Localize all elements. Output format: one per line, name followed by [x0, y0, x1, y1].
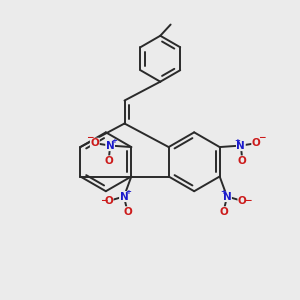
- Text: N: N: [223, 191, 231, 202]
- Text: O: O: [238, 196, 247, 206]
- Text: −: −: [100, 196, 107, 206]
- Text: N: N: [106, 141, 115, 151]
- Text: O: O: [90, 138, 99, 148]
- Text: O: O: [252, 138, 261, 148]
- Text: N: N: [236, 141, 245, 151]
- Text: +: +: [111, 138, 117, 144]
- Text: +: +: [125, 189, 131, 195]
- Text: O: O: [123, 207, 132, 217]
- Text: +: +: [234, 138, 240, 144]
- Text: −: −: [258, 134, 265, 142]
- Text: O: O: [104, 196, 113, 206]
- Text: −: −: [86, 134, 93, 142]
- Text: N: N: [120, 191, 128, 202]
- Text: O: O: [238, 156, 247, 166]
- Text: O: O: [219, 207, 228, 217]
- Text: +: +: [220, 189, 226, 195]
- Text: −: −: [244, 196, 251, 206]
- Text: O: O: [104, 156, 113, 166]
